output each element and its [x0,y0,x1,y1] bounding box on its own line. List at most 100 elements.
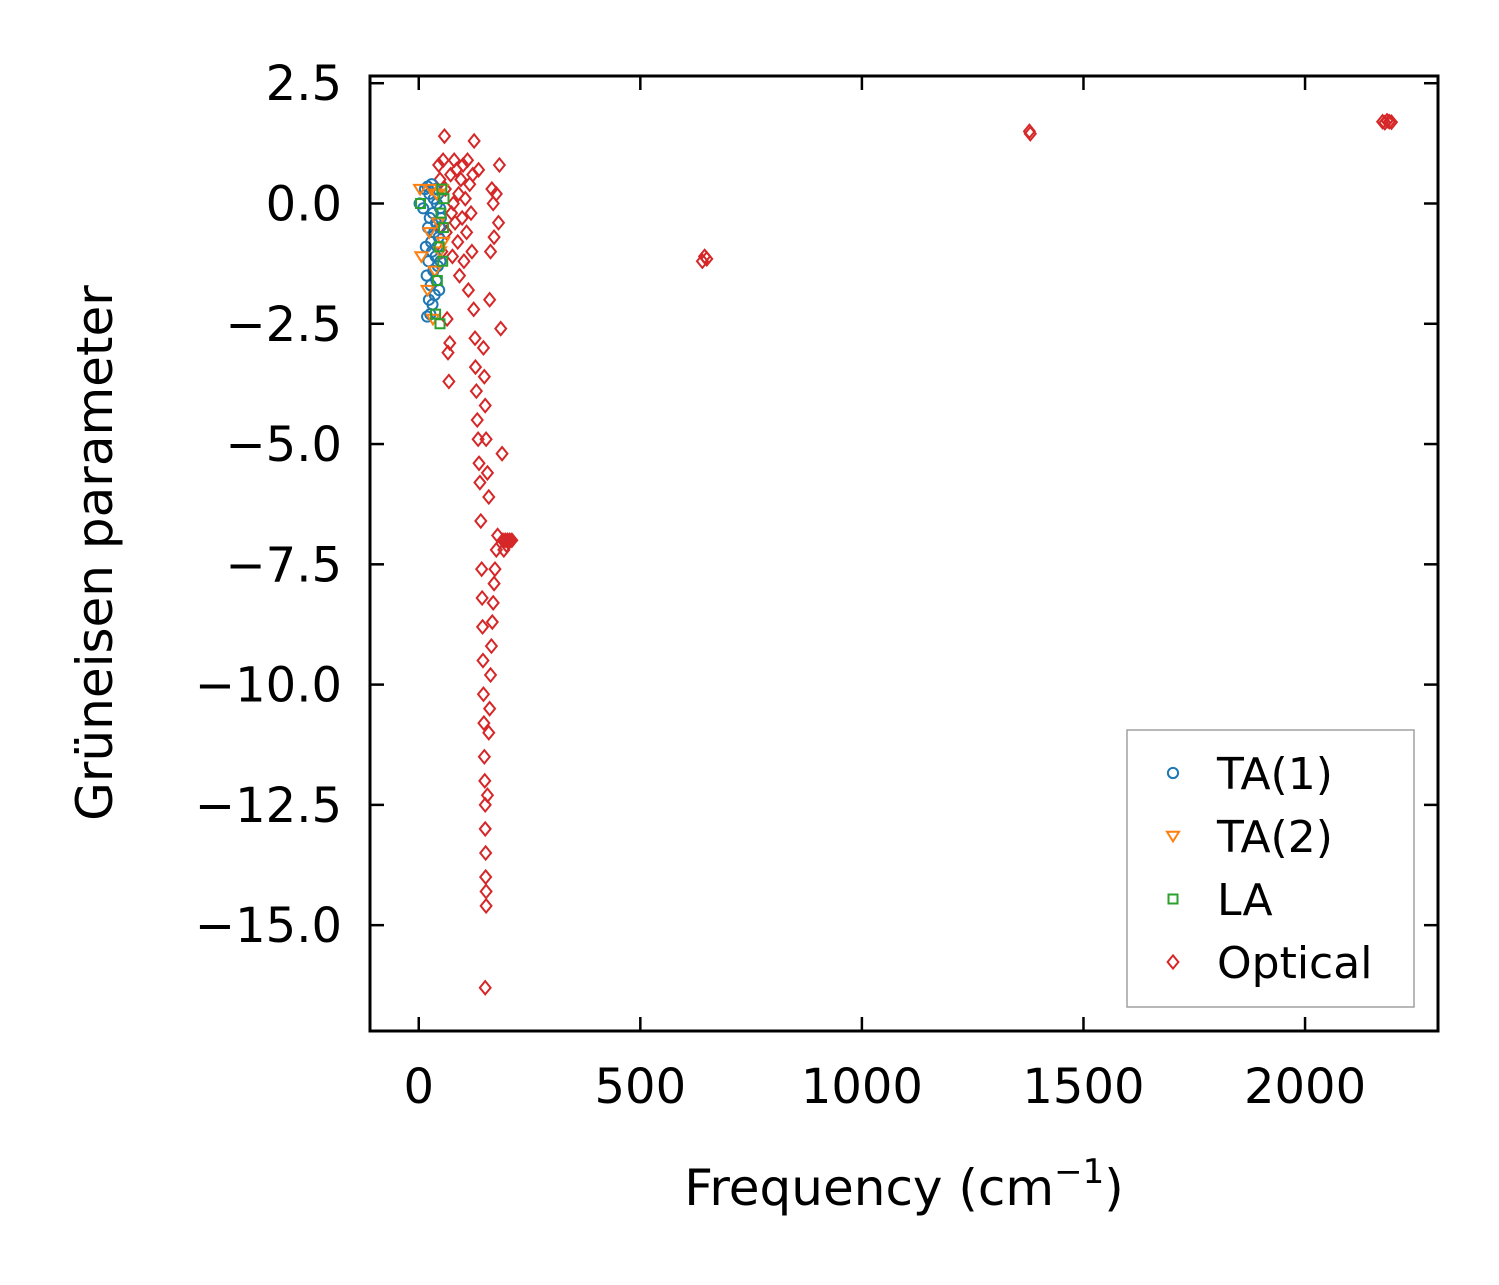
data-point [476,652,490,669]
data-point [435,207,447,219]
data-point [458,190,472,207]
data-point [477,748,492,765]
data-point [485,613,500,631]
data-point [486,594,500,611]
data-point [452,267,467,284]
data-point [469,382,484,400]
data-point [479,431,493,448]
data-point [490,527,505,544]
data-point [487,575,501,592]
x-axis-ticks: 0 500 1000 1500 2000 [403,76,1366,1115]
y-tick-label: −10.0 [195,658,342,714]
data-point [476,686,491,703]
data-point [477,714,491,732]
legend-label: Optical [1217,938,1372,989]
data-point [455,209,469,227]
data-point [505,532,519,549]
x-axis-label: Frequency (cm−1) [684,1152,1124,1217]
data-point [475,589,489,607]
data-point [456,156,470,174]
legend-marker [1166,766,1180,780]
data-point [419,284,436,298]
data-point [433,241,445,253]
data-point [415,197,427,209]
data-point [440,310,454,328]
data-point [446,195,461,212]
data-point [421,227,438,240]
data-point [482,724,496,741]
legend-entries: TA(1) TA(2) LA Optical [1165,749,1372,989]
data-point [695,253,710,270]
plot-frame [368,74,1440,1033]
data-point [473,474,487,491]
data-point [436,152,450,169]
data-point [465,243,479,260]
data-point [438,222,450,234]
data-point [488,560,502,578]
data-point [482,291,497,308]
data-point [451,233,465,251]
data-point [442,373,456,390]
data-point [478,820,492,838]
legend-box [1126,729,1415,1008]
series-optical [431,112,1399,996]
data-point [470,411,484,429]
x-tick-label: 1000 [801,1059,923,1115]
legend-marker [1166,953,1180,971]
data-point [413,251,430,264]
y-tick-label: −5.0 [225,417,342,473]
data-point [472,455,486,472]
x-tick-label: 1500 [1022,1059,1144,1115]
series-la [415,183,450,330]
x-tick-label: 500 [595,1059,687,1115]
x-axis-label-superscript: −1 [1054,1152,1104,1192]
data-point [478,772,492,790]
data-point [482,700,497,717]
data-point [478,397,492,414]
data-point [467,132,481,150]
data-point [495,445,509,462]
data-point [431,156,446,174]
y-tick-label: 2.5 [266,56,342,112]
data-point [700,250,714,268]
data-point [457,253,471,270]
data-point [438,193,450,205]
data-point [451,185,466,203]
data-point [480,787,495,804]
y-axis-label: Grüneisen parameter [66,285,124,821]
data-point [443,334,457,352]
data-point [483,666,498,684]
data-point [437,255,449,267]
x-tick-label: 0 [403,1059,434,1115]
data-point [478,979,492,996]
y-tick-label: −2.5 [225,297,342,353]
data-point [482,488,496,506]
legend-label: TA(1) [1216,749,1333,800]
legend-label: TA(2) [1216,812,1333,863]
data-point [484,637,499,655]
data-point [461,281,476,299]
data-point [479,897,493,915]
data-point [438,180,453,198]
legend-marker [1167,893,1179,905]
data-point [492,156,507,174]
data-point [476,339,491,357]
data-point [1380,112,1394,129]
data-point [475,618,490,636]
data-point [480,464,495,482]
data-point [459,224,474,241]
data-point [478,868,493,886]
data-point [437,127,452,145]
legend-marker [1165,830,1181,844]
x-axis-label-text: Frequency (cm [684,1159,1054,1217]
data-point [483,243,498,260]
data-point [494,320,508,337]
data-point [426,265,443,279]
data-point [1382,113,1396,130]
data-point [421,310,434,323]
data-point [464,204,478,222]
data-point [460,152,475,169]
data-point [474,512,488,530]
